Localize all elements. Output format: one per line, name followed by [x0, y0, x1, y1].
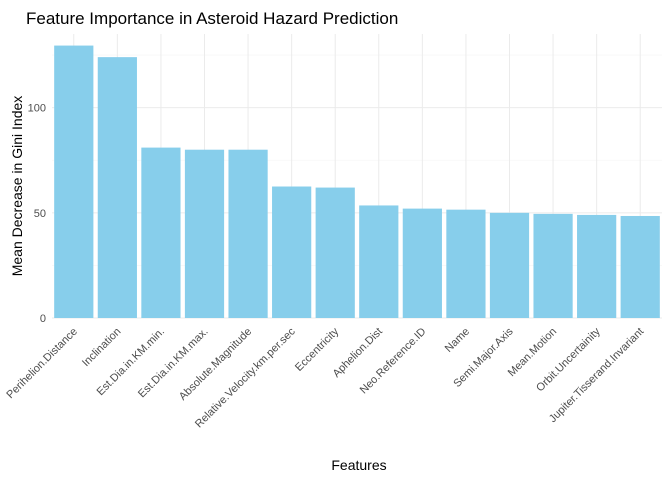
x-tick-label: Jupiter.Tisserand.Invariant: [547, 326, 646, 425]
y-tick-label: 50: [34, 208, 46, 220]
bar-est-dia-in-km-max: [184, 149, 225, 318]
bar-aphelion-dist: [359, 205, 399, 318]
bar-absolute-magnitude: [228, 149, 268, 318]
y-axis-title: Mean Decrease in Gini Index: [9, 96, 25, 277]
y-tick-label: 100: [28, 103, 46, 115]
bar-name: [446, 209, 486, 318]
bar-orbit-uncertainity: [577, 214, 617, 318]
bar-jupiter-tisserand-invariant: [620, 215, 660, 318]
x-tick-label: Name: [443, 326, 472, 355]
x-tick-label: Absolute.Magnitude: [177, 326, 254, 403]
bar-mean-motion: [533, 213, 573, 318]
bar-neo-reference-id: [402, 208, 442, 318]
x-axis-ticks: Perihelion.Distance InclinationEst.Dia.in…: [4, 325, 646, 430]
bar-perihelion-distance: [54, 45, 94, 318]
bar-eccentricity: [315, 187, 355, 318]
bar-est-dia-in-km-min: [141, 147, 181, 318]
y-axis-ticks: 0 50 100: [28, 103, 46, 325]
y-tick-label: 0: [40, 313, 46, 325]
x-tick-label: Perihelion.Distance: [4, 326, 80, 402]
bars: [54, 45, 660, 318]
bar-inclination: [97, 57, 137, 318]
x-axis-title: Features: [331, 457, 386, 473]
chart-title: Feature Importance in Asteroid Hazard Pr…: [26, 9, 398, 28]
x-tick-label: Inclination: [80, 326, 124, 370]
bar-semi-major-axis: [489, 212, 530, 318]
bar-relative-velocity-km-per-sec: [272, 186, 312, 318]
